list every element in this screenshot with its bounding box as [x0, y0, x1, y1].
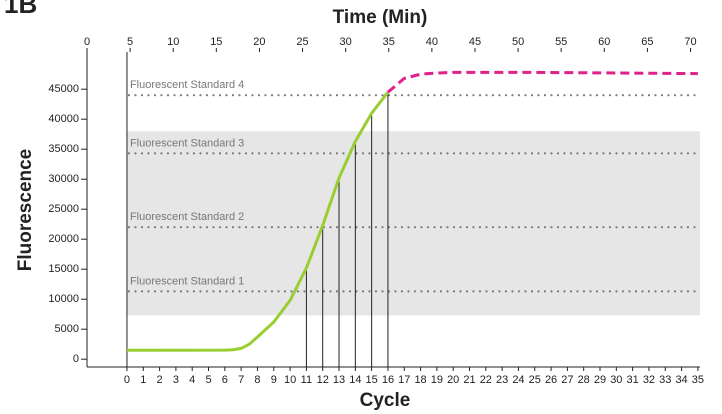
x-tick-label: 2	[157, 374, 163, 386]
x-tick-label: 8	[254, 374, 260, 386]
x-tick-label: 32	[643, 374, 655, 386]
top-tick-label: 40	[426, 36, 438, 48]
x-tick-label: 1	[140, 374, 146, 386]
standard-label: Fluorescent Standard 3	[130, 137, 244, 149]
x-tick-label: 30	[610, 374, 622, 386]
x-tick-label: 19	[431, 374, 443, 386]
top-tick-label: 65	[641, 36, 653, 48]
y-tick-label: 0	[73, 353, 79, 365]
standard-label: Fluorescent Standard 4	[130, 79, 244, 91]
y-tick-label: 30000	[48, 173, 79, 185]
x-tick-label: 29	[594, 374, 606, 386]
standard-label: Fluorescent Standard 1	[130, 275, 244, 287]
x-tick-label: 16	[382, 374, 394, 386]
x-tick-label: 14	[349, 374, 361, 386]
x-tick-label: 22	[480, 374, 492, 386]
top-tick-label: 20	[253, 36, 265, 48]
x-tick-label: 3	[173, 374, 179, 386]
curve	[386, 70, 698, 94]
x-tick-label: 35	[692, 374, 704, 386]
band	[126, 131, 701, 316]
x-tick-label: 5	[205, 374, 211, 386]
x-tick-label: 21	[463, 374, 475, 386]
x-tick-label: 34	[675, 374, 687, 386]
x-tick-label: 6	[222, 374, 228, 386]
x-tick-label: 18	[414, 374, 426, 386]
x-tick-label: 9	[271, 374, 277, 386]
x-tick-label: 31	[627, 374, 639, 386]
y-tick-label: 20000	[48, 233, 79, 245]
x-tick-label: 25	[529, 374, 541, 386]
top-tick-label: 10	[167, 36, 179, 48]
x-tick-label: 17	[398, 374, 410, 386]
y-axis-title: Fluorescence	[15, 149, 36, 272]
top-tick-label: 50	[512, 36, 524, 48]
top-tick-label: 30	[340, 36, 352, 48]
x-tick-label: 4	[189, 374, 195, 386]
top-axis-title: Time (Min)	[333, 7, 428, 28]
panel-label: 1B	[4, 0, 37, 19]
x-tick-label: 15	[366, 374, 378, 386]
x-tick-label: 10	[284, 374, 296, 386]
y-tick-label: 40000	[48, 113, 79, 125]
x-tick-label: 0	[124, 374, 130, 386]
x-tick-label: 26	[545, 374, 557, 386]
top-tick-label: 45	[469, 36, 481, 48]
top-tick-label: 15	[210, 36, 222, 48]
y-tick-label: 5000	[55, 323, 79, 335]
standard-label: Fluorescent Standard 2	[130, 211, 244, 223]
x-axis-title: Cycle	[360, 390, 411, 411]
top-tick-label: 60	[598, 36, 610, 48]
top-tick-label: 0	[84, 36, 90, 48]
top-tick-label: 35	[383, 36, 395, 48]
top-tick-label: 55	[555, 36, 567, 48]
x-tick-label: 24	[512, 374, 524, 386]
x-tick-label: 20	[447, 374, 459, 386]
top-tick-label: 70	[684, 36, 696, 48]
top-tick-label: 25	[296, 36, 308, 48]
y-tick-label: 10000	[48, 293, 79, 305]
x-tick-label: 23	[496, 374, 508, 386]
top-tick-label: 5	[127, 36, 133, 48]
y-tick-label: 25000	[48, 203, 79, 215]
x-tick-label: 27	[561, 374, 573, 386]
x-tick-label: 28	[578, 374, 590, 386]
x-tick-label: 33	[659, 374, 671, 386]
x-tick-label: 12	[317, 374, 329, 386]
x-tick-label: 13	[333, 374, 345, 386]
y-tick-label: 35000	[48, 143, 79, 155]
x-tick-label: 11	[301, 374, 312, 386]
x-tick-label: 7	[238, 374, 244, 386]
y-tick-label: 15000	[48, 263, 79, 275]
y-tick-label: 45000	[48, 83, 79, 95]
curve	[126, 91, 390, 352]
